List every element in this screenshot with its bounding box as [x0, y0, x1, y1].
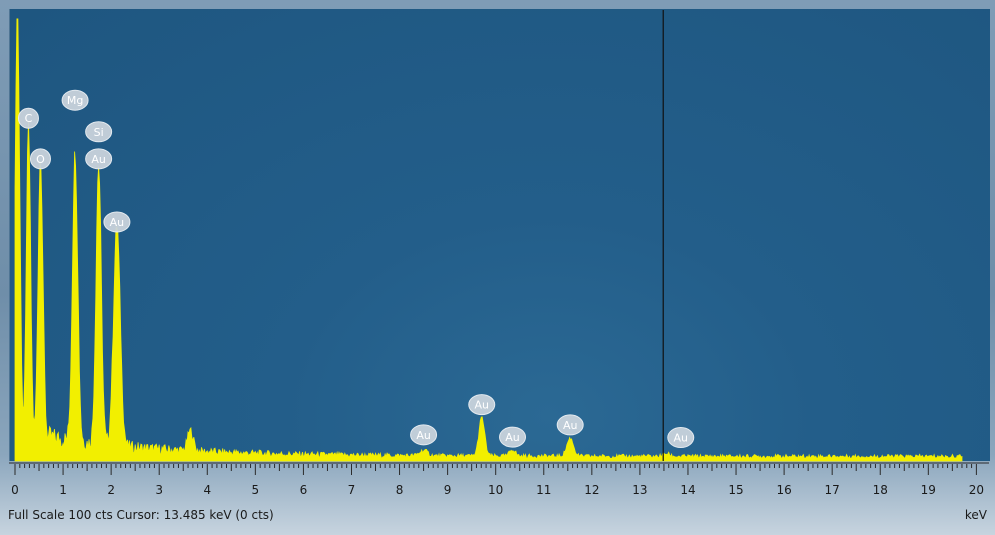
- x-tick-label: 6: [300, 483, 308, 497]
- peak-label-bubble: [85, 148, 113, 170]
- x-tick-label: 11: [536, 483, 551, 497]
- x-tick-label: 5: [252, 483, 260, 497]
- peak-label-text: Mg: [67, 94, 83, 107]
- x-tick-label: 10: [488, 483, 503, 497]
- peak-label-text: Au: [505, 431, 520, 444]
- peak-label-bubble: [468, 394, 496, 416]
- peak-label-text: O: [36, 153, 45, 166]
- x-tick-label: 20: [969, 483, 984, 497]
- x-tick-label: 14: [680, 483, 695, 497]
- x-tick-label: 13: [632, 483, 647, 497]
- peak-label: Au: [667, 427, 695, 449]
- x-tick-label: 7: [348, 483, 356, 497]
- peak-label-bubble: [17, 107, 39, 129]
- peak-label-text: Au: [674, 432, 689, 445]
- x-tick-label: 15: [728, 483, 743, 497]
- peak-label: Mg: [61, 89, 89, 111]
- peak-label-text: Au: [475, 399, 490, 412]
- peak-label-text: Au: [110, 216, 125, 229]
- peak-label: Au: [499, 426, 527, 448]
- x-tick-label: 3: [155, 483, 163, 497]
- peak-label-bubble: [85, 121, 113, 143]
- peak-label-bubble: [410, 424, 438, 446]
- peak-label: Si: [85, 121, 113, 143]
- peak-label-bubble: [556, 414, 584, 436]
- x-tick-label: 12: [584, 483, 599, 497]
- peak-label: Au: [410, 424, 438, 446]
- x-tick-label: 8: [396, 483, 404, 497]
- x-tick-label: 2: [107, 483, 115, 497]
- peak-label: Au: [556, 414, 584, 436]
- plot-area[interactable]: [9, 9, 990, 461]
- x-tick-label: 0: [11, 483, 19, 497]
- x-tick-label: 4: [203, 483, 211, 497]
- peak-label-text: Au: [563, 419, 578, 432]
- peak-label-bubble: [499, 426, 527, 448]
- peak-label-bubble: [61, 89, 89, 111]
- peak-label-bubble: [103, 211, 131, 233]
- peak-label-text: Au: [91, 153, 106, 166]
- footer-status-text: Full Scale 100 cts Cursor: 13.485 keV (0…: [8, 508, 274, 522]
- x-tick-label: 19: [921, 483, 936, 497]
- x-tick-label: 17: [825, 483, 840, 497]
- x-tick-label: 18: [873, 483, 888, 497]
- peak-labels: C Mg Si O Au Au Au Au Au Au Au: [17, 89, 695, 449]
- peak-label: O: [29, 148, 51, 170]
- peak-label-bubble: [667, 427, 695, 449]
- x-tick-label: 1: [59, 483, 67, 497]
- x-tick-label: 16: [776, 483, 791, 497]
- peak-label: Au: [468, 394, 496, 416]
- spectrum-series: [14, 18, 963, 462]
- peak-label-text: Au: [416, 429, 431, 442]
- peak-label-bubble: [29, 148, 51, 170]
- spectrum-layer: [14, 10, 963, 462]
- peak-label-text: Si: [94, 126, 104, 139]
- peak-label: Au: [103, 211, 131, 233]
- peak-label-text: C: [25, 112, 33, 125]
- x-axis-unit-label: keV: [965, 508, 988, 522]
- peak-label: C: [17, 107, 39, 129]
- x-axis: 0 1 2 3 4 5 6 7 8 9 10 11 12 13 14 15 16 17 18 19 20: [9, 462, 989, 497]
- x-tick-label: 9: [444, 483, 452, 497]
- peak-label: Au: [85, 148, 113, 170]
